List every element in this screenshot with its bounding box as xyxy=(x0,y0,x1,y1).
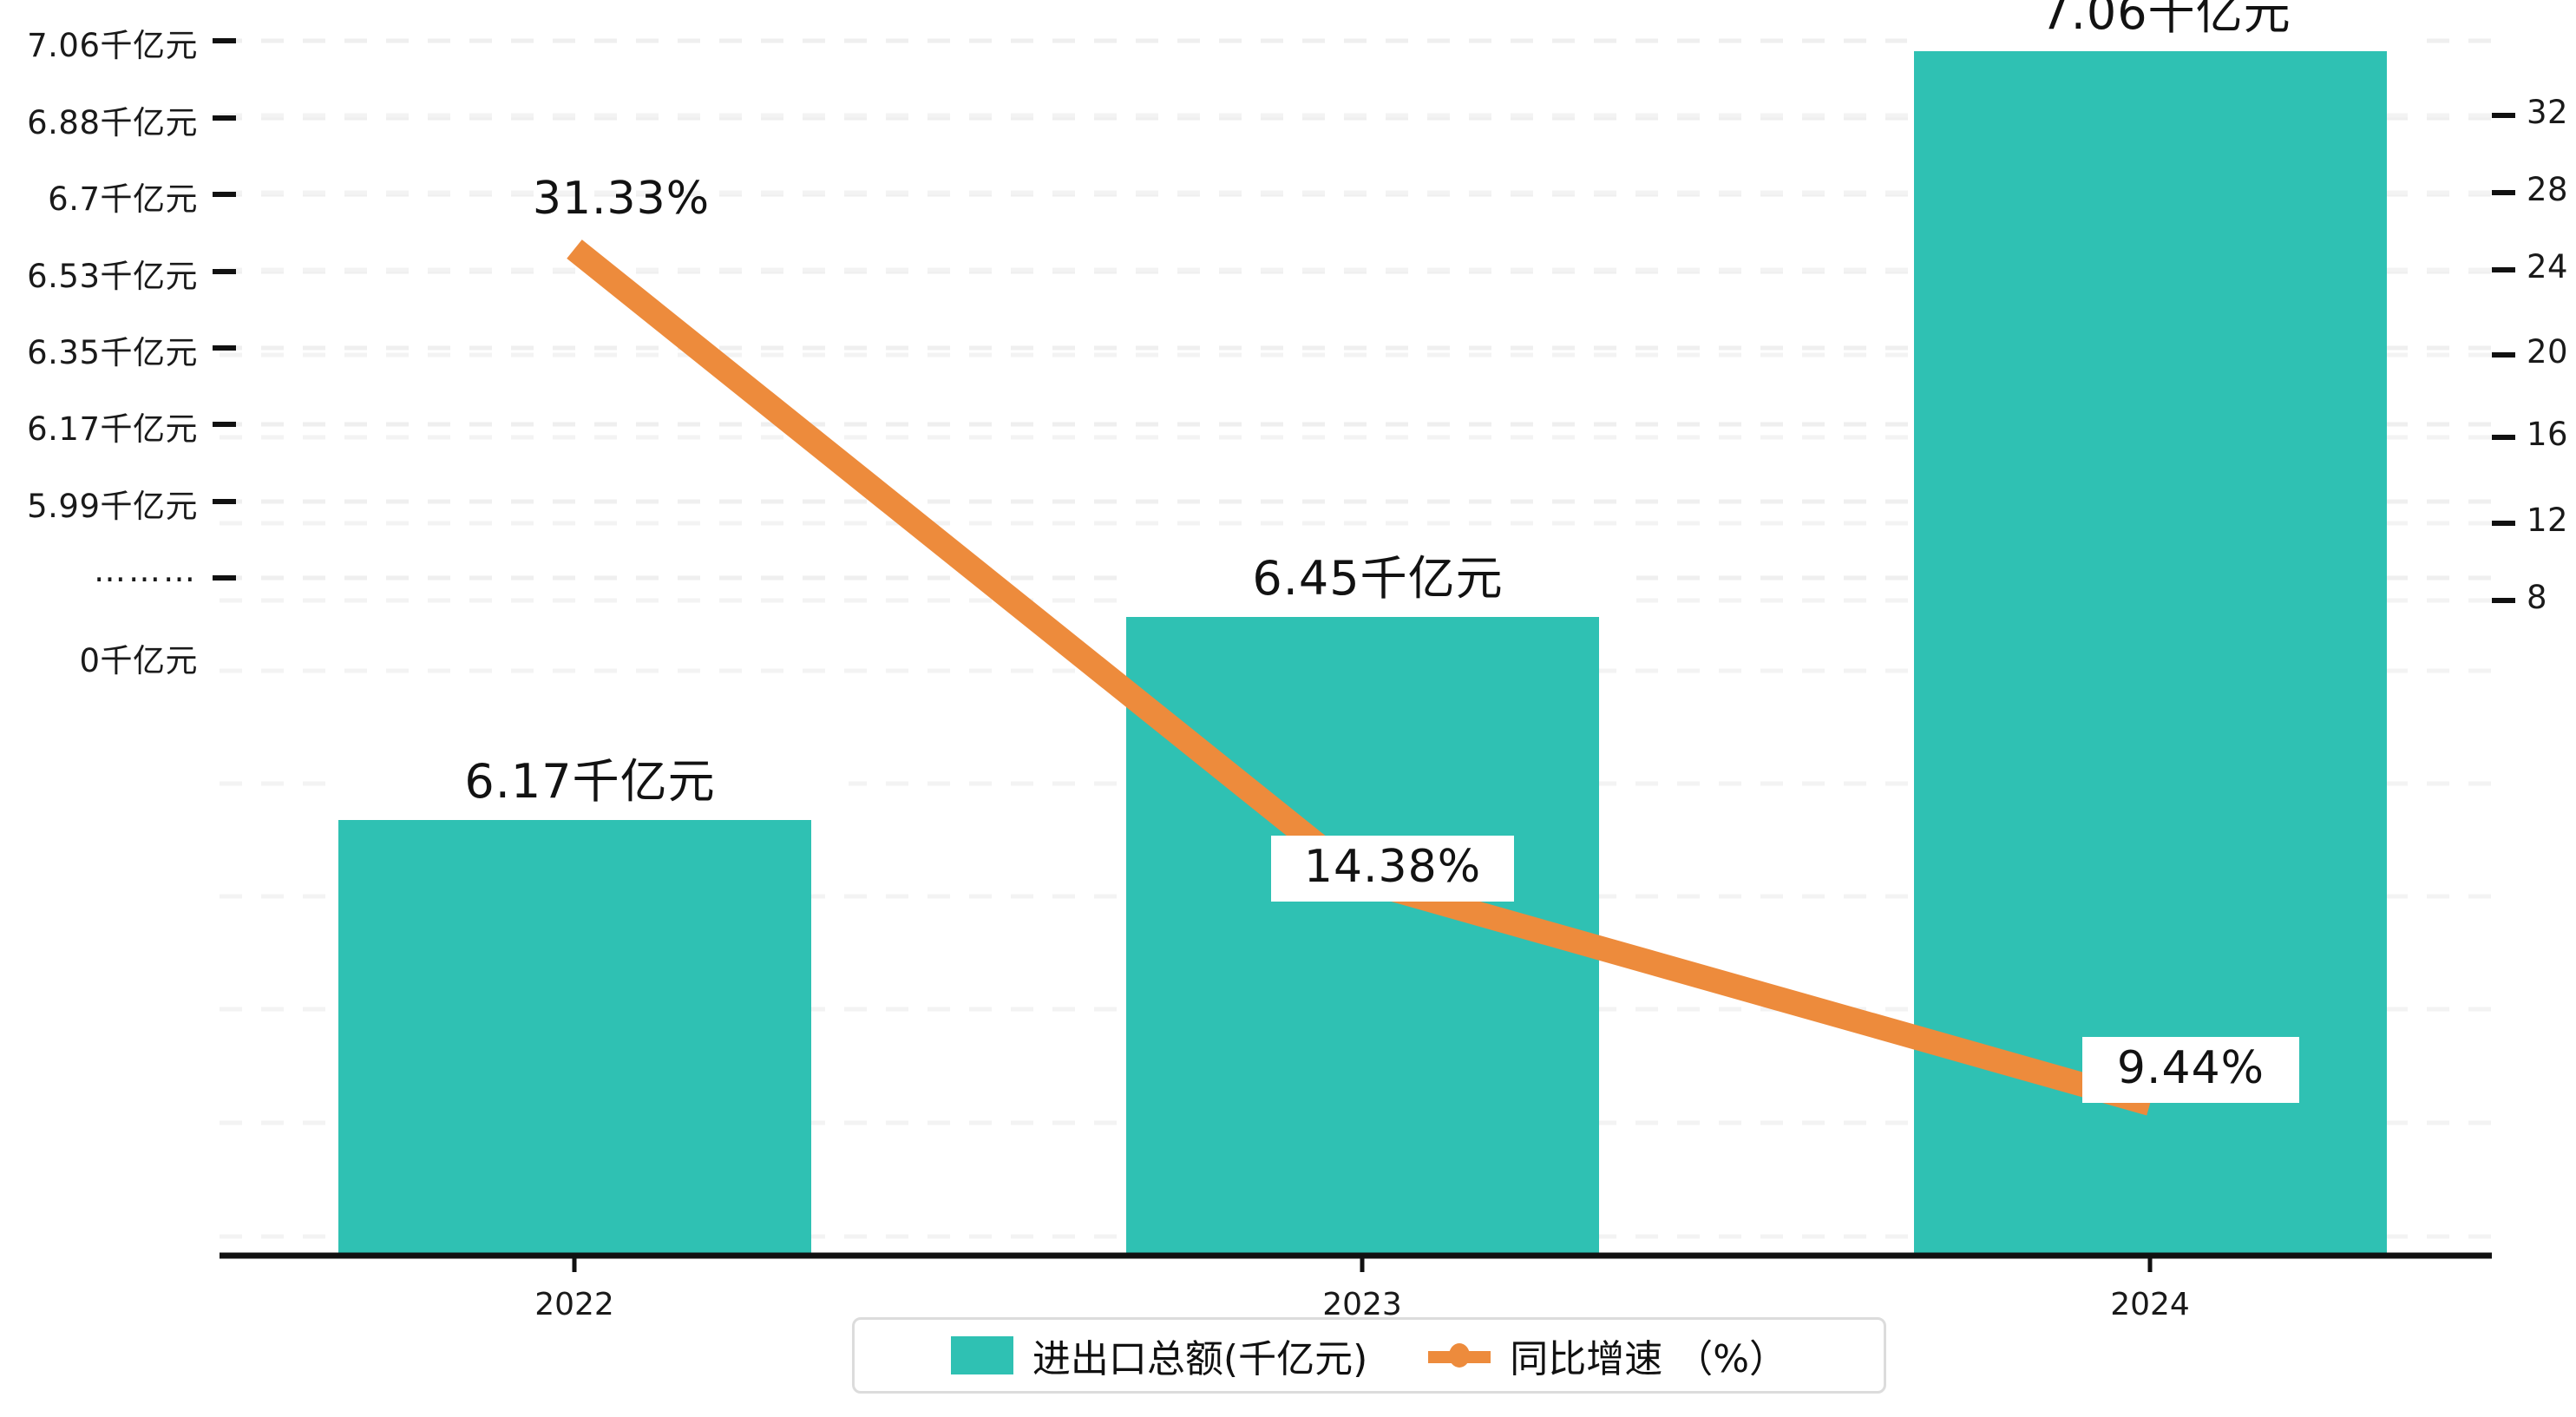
y-axis-left-label: 6.53千亿元 xyxy=(27,258,198,295)
y-axis-right-label: 8 xyxy=(2527,579,2548,616)
legend-bar-text: 进出口总额(千亿元) xyxy=(1032,1337,1368,1381)
legend-item-bar[interactable]: 进出口总额(千亿元) xyxy=(950,1328,1368,1383)
x-axis-ticks xyxy=(572,1256,2153,1272)
legend-item-line[interactable]: 同比增速 （%） xyxy=(1428,1328,1787,1383)
line-data-label-2022: 31.33% xyxy=(532,173,711,225)
y-axis-right-label: 28 xyxy=(2527,171,2569,208)
y-axis-right-label: 24 xyxy=(2527,248,2569,285)
y-axis-left-label: 6.7千亿元 xyxy=(48,180,198,218)
y-axis-left-break-label: ……… xyxy=(94,552,198,589)
chart-legend: 进出口总额(千亿元) 同比增速 （%） xyxy=(852,1317,1886,1394)
y-axis-right-label: 20 xyxy=(2527,333,2569,371)
bar-data-label-2023: 6.45千亿元 xyxy=(1119,535,1636,617)
y-axis-left-label: 6.88千亿元 xyxy=(27,104,198,141)
x-axis-label-2023: 2023 xyxy=(1322,1287,1402,1322)
right-axis-ticks xyxy=(2492,113,2515,603)
x-axis-label-2024: 2024 xyxy=(2110,1287,2190,1322)
y-axis-right-label: 16 xyxy=(2527,416,2569,453)
y-axis-right-label: 12 xyxy=(2527,502,2569,539)
legend-bar-swatch-icon xyxy=(950,1336,1013,1374)
x-axis-label-2022: 2022 xyxy=(534,1287,614,1322)
left-axis-ticks xyxy=(213,38,236,581)
line-data-label-2024: 9.44% xyxy=(2082,1037,2299,1103)
legend-line-swatch-icon xyxy=(1428,1342,1491,1368)
y-axis-left-label: 0千亿元 xyxy=(79,642,198,679)
y-axis-left-label: 6.17千亿元 xyxy=(27,410,198,448)
bar-2022 xyxy=(338,804,811,1256)
y-axis-left-label: 6.35千亿元 xyxy=(27,334,198,371)
line-data-label-2023: 14.38% xyxy=(1271,836,1514,902)
y-axis-right-label: 32 xyxy=(2527,94,2569,131)
y-axis-left-label: 7.06千亿元 xyxy=(27,27,198,64)
bar-data-label-2024: 7.06千亿元 xyxy=(1907,0,2424,51)
bar-data-label-2022: 6.17千亿元 xyxy=(331,738,849,820)
legend-line-text: 同比增速 （%） xyxy=(1510,1337,1788,1381)
y-axis-left-label: 5.99千亿元 xyxy=(27,488,198,525)
